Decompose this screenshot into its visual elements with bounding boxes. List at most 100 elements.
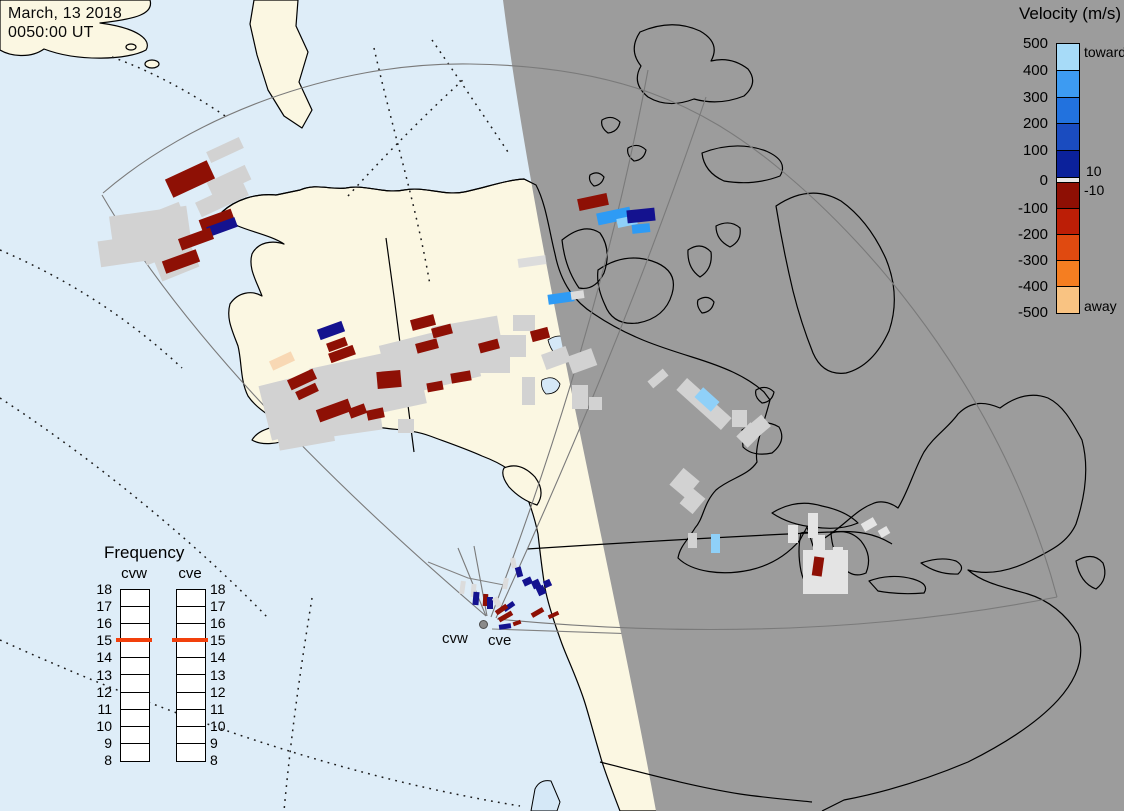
toward-label: toward — [1084, 44, 1124, 60]
radar-station-dot — [479, 620, 488, 629]
island-small — [144, 59, 160, 69]
frequency-scale-number: 17 — [210, 598, 226, 615]
frequency-cell — [121, 709, 149, 727]
velocity-tick-label: -400 — [1017, 278, 1048, 295]
lake-ontario — [920, 558, 963, 575]
frequency-cell — [177, 709, 205, 727]
fov-inner-beam — [490, 69, 649, 618]
frequency-cell — [177, 726, 205, 744]
echo-patch — [376, 369, 402, 389]
velocity-tick-label: 200 — [1022, 115, 1048, 133]
colorbar-segment — [1057, 208, 1079, 235]
frequency-scale-number: 14 — [210, 649, 226, 666]
neg-threshold-label: -10 — [1084, 182, 1105, 198]
station-label-cve: cve — [488, 632, 512, 649]
island-king-william — [696, 296, 715, 314]
frequency-scale-number: 12 — [96, 683, 112, 700]
island-baffin — [775, 192, 895, 374]
velocity-tick-label: -300 — [1017, 252, 1048, 269]
echo-patch — [509, 557, 517, 569]
coastline-chukotka — [0, 0, 152, 59]
echo-patch — [833, 547, 843, 575]
velocity-colorbar — [1056, 43, 1080, 314]
frequency-cell — [177, 590, 205, 608]
echo-patch — [788, 525, 798, 543]
frequency-scale-number: 18 — [210, 581, 226, 597]
echo-patch — [498, 335, 526, 357]
time-text: 0050:00 UT — [8, 24, 94, 41]
frequency-scale-number: 10 — [210, 717, 226, 734]
frequency-cell — [121, 607, 149, 625]
velocity-tick-label: -100 — [1017, 200, 1048, 217]
echo-patch — [458, 580, 466, 594]
colorbar-segment — [1057, 234, 1079, 261]
colorbar-segment — [1057, 124, 1079, 152]
echo-patch — [731, 409, 747, 427]
velocity-tick-label: 100 — [1022, 142, 1048, 160]
island-devon — [701, 145, 784, 184]
pos-threshold-label: 10 — [1086, 163, 1102, 179]
frequency-legend-title: Frequency — [104, 543, 185, 562]
frequency-cell — [121, 658, 149, 676]
echo-patch — [570, 290, 584, 300]
echo-patch — [398, 419, 414, 433]
fov-spoke — [457, 547, 487, 617]
frequency-column-label-cvw: cvw — [121, 565, 147, 582]
fov-right-edge — [496, 596, 1058, 631]
frequency-marker-cve — [172, 638, 208, 643]
island-prince-of-wales — [687, 245, 712, 278]
frequency-scale-number: 13 — [210, 666, 226, 683]
frequency-scale-number: 8 — [104, 752, 112, 768]
frequency-cell — [177, 658, 205, 676]
frequency-scale-number: 10 — [96, 717, 112, 734]
velocity-legend-title: Velocity (m/s) — [1018, 4, 1121, 23]
frequency-cell — [121, 675, 149, 693]
coastline-east-cape — [249, 0, 313, 129]
frequency-scale-number: 17 — [96, 598, 112, 615]
fov-inner-beam — [495, 96, 707, 619]
echo-patch — [588, 396, 602, 410]
frequency-cell — [177, 692, 205, 710]
velocity-tick-label: -200 — [1017, 226, 1048, 243]
frequency-cell — [177, 675, 205, 693]
colorbar-segment — [1057, 286, 1079, 313]
island-somerset — [715, 222, 741, 248]
colorbar-segment — [1057, 97, 1079, 125]
lake-erie — [868, 575, 927, 595]
echo-patch — [572, 385, 588, 409]
echo-patch — [521, 377, 535, 405]
velocity-tick-label: 0 — [1039, 171, 1048, 189]
echo-patch — [472, 591, 480, 605]
velocity-tick-label: -500 — [1017, 304, 1048, 321]
frequency-scale-number: 9 — [104, 734, 112, 751]
border-us-canada — [526, 530, 893, 550]
state-borders — [427, 561, 639, 635]
frequency-cell — [121, 641, 149, 659]
colorbar-segment — [1057, 70, 1079, 98]
frequency-marker-cvw — [116, 638, 152, 643]
frequency-cell — [121, 743, 149, 761]
frequency-cell — [177, 743, 205, 761]
island-banks — [561, 228, 608, 290]
colorbar-segment — [1057, 260, 1079, 287]
island-small — [125, 43, 137, 51]
velocity-tick-label: 300 — [1022, 88, 1048, 106]
frequency-scale-number: 13 — [96, 666, 112, 683]
frequency-cell — [121, 590, 149, 608]
island-newfoundland — [1075, 555, 1106, 590]
gulf-of-california — [530, 780, 561, 811]
colorbar-segment — [1057, 44, 1079, 71]
border-us-mexico — [599, 761, 813, 803]
island-small — [601, 116, 621, 134]
frequency-scale-number: 14 — [96, 649, 112, 666]
island-small — [755, 386, 775, 404]
island-small — [627, 144, 647, 162]
island-small — [588, 172, 605, 187]
fov-range-arc — [102, 63, 1058, 598]
colorbar-zero-band — [1057, 177, 1079, 183]
frequency-scale-number: 18 — [96, 581, 112, 597]
echo-patch — [513, 315, 535, 331]
echo-patch — [498, 622, 512, 630]
